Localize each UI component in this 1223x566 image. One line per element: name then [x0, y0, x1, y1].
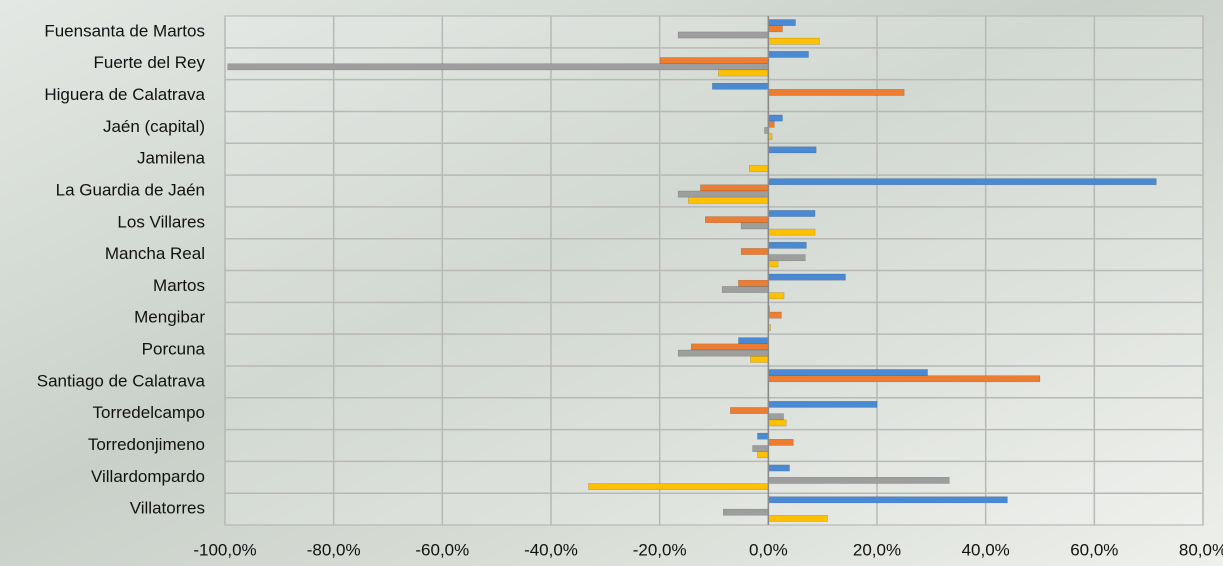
bar — [659, 57, 769, 64]
bar — [712, 82, 769, 90]
bar — [768, 210, 816, 217]
bar — [768, 241, 807, 249]
bar — [757, 451, 769, 459]
bar — [677, 190, 769, 198]
bar — [690, 343, 769, 351]
bar — [768, 89, 905, 96]
x-tick-label: -60,0% — [415, 540, 469, 559]
bar — [730, 407, 769, 414]
bar — [768, 496, 1008, 504]
bar — [768, 477, 950, 484]
bar — [768, 178, 1157, 186]
x-tick-label: -80,0% — [307, 540, 361, 559]
y-tick-label: Torredonjimeno — [88, 435, 205, 454]
bar — [768, 311, 782, 319]
y-tick-label: Santiago de Calatrava — [37, 371, 206, 390]
y-tick-label: Mengibar — [134, 308, 205, 327]
x-tick-label: 40,0% — [962, 540, 1010, 559]
bar — [757, 432, 769, 440]
bar — [768, 25, 783, 33]
y-tick-label: Jaén (capital) — [103, 117, 205, 136]
x-tick-label: -100,0% — [193, 540, 256, 559]
bar — [768, 114, 783, 122]
bar — [750, 355, 769, 363]
y-tick-label: Jamilena — [137, 149, 206, 168]
bar — [768, 419, 787, 427]
bar — [738, 279, 769, 287]
bar — [768, 254, 806, 262]
x-tick-label: 60,0% — [1070, 540, 1118, 559]
y-tick-label: Villatorres — [130, 499, 205, 518]
y-tick-label: La Guardia de Jaén — [56, 180, 205, 199]
bar — [227, 63, 769, 71]
bar — [768, 146, 817, 154]
y-tick-label: Los Villares — [117, 212, 205, 231]
bar — [588, 483, 769, 490]
bar — [738, 337, 769, 345]
y-tick-label: Mancha Real — [105, 244, 205, 263]
bar — [768, 401, 878, 408]
bar — [688, 196, 769, 204]
bar — [721, 286, 769, 293]
bar — [768, 19, 796, 26]
bar — [768, 413, 784, 421]
bar — [749, 165, 769, 172]
bar — [722, 508, 769, 516]
bar — [768, 37, 820, 45]
bar — [718, 69, 769, 77]
bar — [677, 31, 769, 39]
bar — [740, 222, 769, 230]
bar — [768, 292, 785, 300]
bar — [768, 515, 828, 522]
bar — [768, 260, 779, 268]
bar — [740, 248, 769, 255]
bar — [705, 216, 769, 224]
y-tick-label: Fuensanta de Martos — [44, 21, 205, 40]
bar — [752, 445, 769, 452]
y-tick-label: Higuera de Calatrava — [44, 85, 205, 104]
bar — [700, 184, 769, 192]
x-tick-label: -40,0% — [524, 540, 578, 559]
bar — [768, 464, 790, 472]
bar — [768, 439, 794, 446]
y-tick-label: Martos — [153, 276, 205, 295]
x-tick-label: 0,0% — [749, 540, 788, 559]
bar — [768, 375, 1041, 383]
y-tick-label: Villardompardo — [91, 467, 205, 486]
bar — [768, 51, 809, 58]
bar — [677, 349, 769, 357]
y-tick-label: Torredelcampo — [93, 403, 205, 422]
x-tick-label: -20,0% — [633, 540, 687, 559]
x-tick-label: 80,0% — [1179, 540, 1223, 559]
y-tick-label: Fuerte del Rey — [94, 53, 206, 72]
bar — [768, 273, 846, 281]
bar — [768, 228, 816, 236]
x-tick-label: 20,0% — [853, 540, 901, 559]
bar — [768, 120, 775, 128]
y-tick-label: Porcuna — [142, 340, 206, 359]
bar — [768, 369, 928, 376]
